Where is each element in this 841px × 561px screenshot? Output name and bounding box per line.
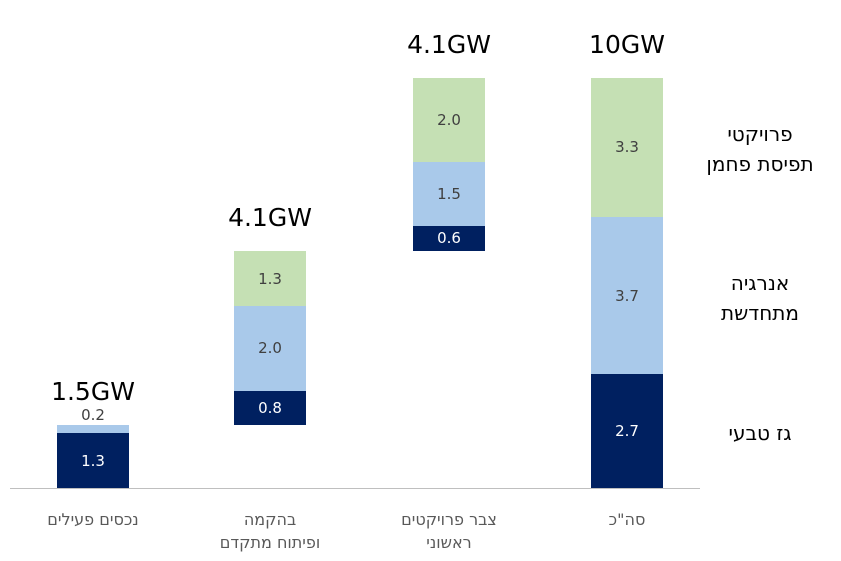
total-label: 1.5GW — [51, 376, 135, 406]
bar-segment — [57, 433, 129, 488]
bar-segment — [591, 217, 663, 374]
bar-segment — [591, 373, 663, 488]
value-label: 0.6 — [437, 229, 461, 248]
x-tick-label: בהקמה ופיתוח מתקדם — [219, 510, 321, 552]
value-label: 3.3 — [615, 138, 639, 157]
value-label: 0.8 — [258, 398, 282, 417]
x-axis — [10, 488, 700, 489]
legend-entry: אנרגיה מתחדשת — [720, 270, 800, 325]
value-label: 1.3 — [81, 451, 105, 470]
legend-entry: גז טבעי — [728, 420, 792, 445]
x-tick-label: צבר פרויקטים ראשוני — [401, 510, 497, 552]
total-label: 4.1GW — [407, 29, 491, 59]
bar-segment — [413, 77, 485, 163]
bar-segment — [57, 424, 129, 433]
bar-segment — [234, 390, 306, 425]
value-label: 0.2 — [81, 405, 105, 424]
bar-segment — [234, 251, 306, 307]
value-label: 1.3 — [258, 269, 282, 288]
bar-segment — [413, 162, 485, 226]
value-label: 2.0 — [437, 110, 461, 129]
bar-segment — [413, 225, 485, 252]
bar-segment — [591, 77, 663, 218]
value-label: 2.0 — [258, 339, 282, 358]
x-tick-label: נכסים פעילים — [47, 510, 139, 529]
bar-segment — [234, 306, 306, 391]
value-label: 3.7 — [615, 286, 639, 305]
value-label: 1.5 — [437, 185, 461, 203]
total-label: 10GW — [589, 29, 665, 59]
legend-entry: פרויקטי תפיסת פחמן — [706, 122, 814, 177]
value-label: 2.7 — [615, 421, 639, 440]
total-label: 4.1GW — [228, 203, 312, 233]
x-tick-label: סה"כ — [608, 510, 646, 529]
